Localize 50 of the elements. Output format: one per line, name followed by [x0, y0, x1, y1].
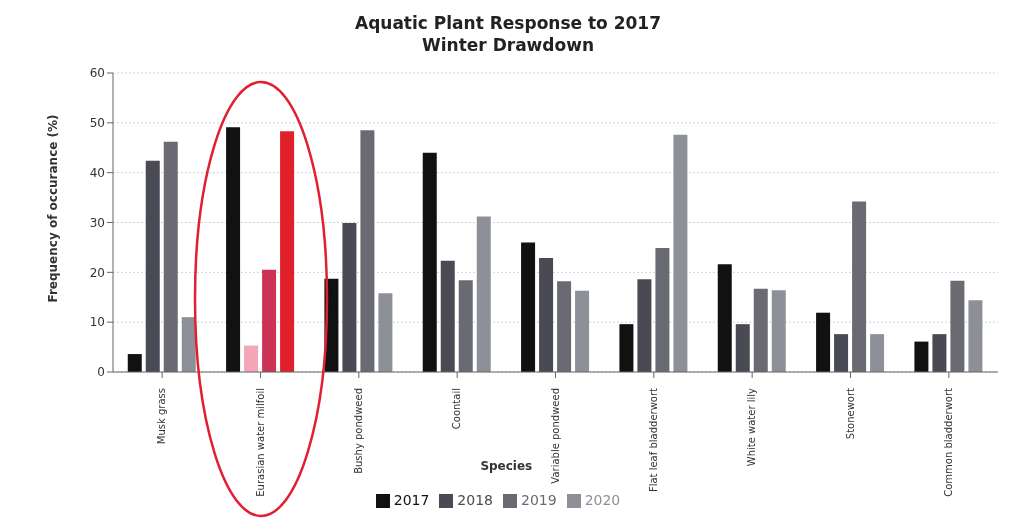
bar: [717, 264, 732, 372]
x-tick-label: Musk grass: [156, 388, 168, 445]
bar: [226, 127, 241, 372]
y-tick-label: 10: [89, 315, 105, 330]
bar: [262, 269, 277, 372]
bar: [673, 134, 688, 372]
y-tick-label: 60: [89, 66, 105, 81]
bar: [280, 131, 295, 372]
bar: [914, 341, 929, 372]
bar: [127, 354, 142, 372]
bar: [771, 290, 786, 372]
bar: [932, 334, 947, 372]
x-tick-label: Coontail: [451, 388, 463, 430]
bar: [968, 300, 983, 372]
legend-label: 2017: [393, 492, 430, 508]
x-tick-label: Common bladderwort: [942, 387, 954, 497]
bar: [422, 152, 437, 372]
bar: [244, 345, 259, 372]
y-tick-label: 20: [89, 265, 105, 280]
x-axis-title: Species: [480, 459, 533, 473]
bar: [735, 324, 750, 372]
bar: [575, 290, 590, 372]
chart-title: Aquatic Plant Response to 2017 Winter Drawdown: [353, 12, 663, 56]
bar: [440, 260, 455, 372]
legend-label: 2018: [457, 492, 493, 508]
bar: [637, 279, 652, 372]
x-tick-label: Stonewort: [844, 387, 856, 440]
bar: [378, 293, 393, 372]
bar: [145, 160, 160, 372]
y-tick-label: 30: [89, 215, 105, 230]
bar: [619, 324, 634, 372]
bar: [342, 223, 357, 372]
x-tick-label: Variable pondweed: [549, 388, 561, 484]
x-tick-label: Bushy pondweed: [352, 388, 364, 474]
bar: [816, 312, 831, 372]
x-tick-label: Eurasian water milfoil: [254, 388, 266, 497]
x-tick-label: Flat leaf bladderwort: [647, 387, 659, 493]
x-tick-label: White water lily: [746, 387, 758, 467]
legend-label: 2020: [584, 492, 621, 508]
bar: [521, 242, 536, 372]
y-tick-label: 40: [89, 165, 105, 180]
legend-label: 2019: [521, 492, 557, 508]
y-tick-label: 50: [89, 116, 105, 131]
bar: [870, 334, 885, 372]
bar: [539, 257, 554, 372]
y-axis-title: Frequency of occurance (%): [46, 114, 61, 303]
bar: [834, 334, 849, 372]
bar: [181, 317, 196, 372]
bar: [476, 216, 491, 372]
y-tick-label: 0: [97, 365, 105, 380]
